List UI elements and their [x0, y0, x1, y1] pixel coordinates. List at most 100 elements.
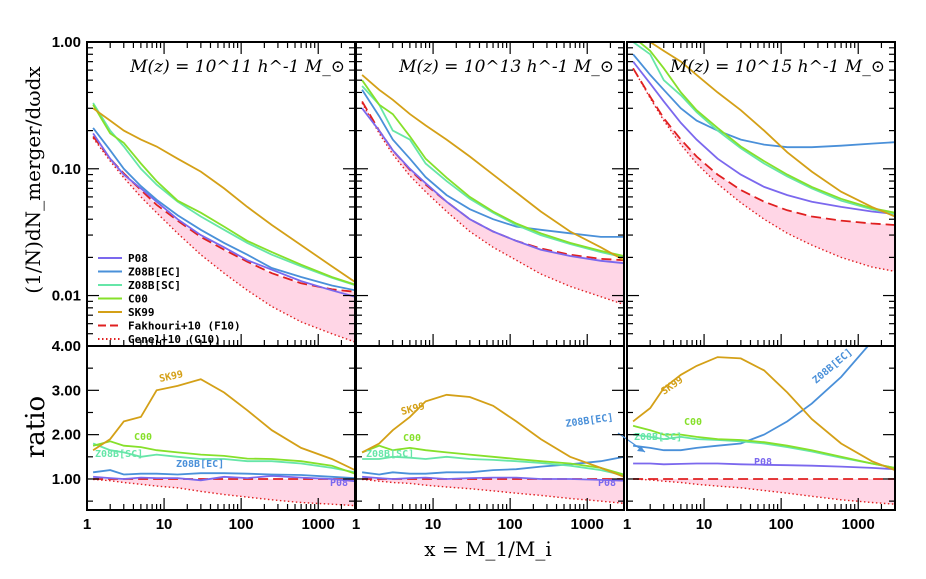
top-frame: [355, 41, 625, 347]
top-y-tick-label: 0.01: [52, 288, 81, 305]
ratio-y-tick-label: 4.00: [52, 338, 81, 355]
ticks: [86, 41, 356, 510]
curve-label-z08bsc: Z08B[SC]: [366, 449, 414, 460]
panel-1: M(z) = 10^11 h^-1 M_⊙SK99C00Z08B[SC]Z08B…: [52, 34, 356, 533]
x-tick-label: 1: [352, 516, 360, 533]
panels-group: M(z) = 10^11 h^-1 M_⊙SK99C00Z08B[SC]Z08B…: [52, 34, 896, 533]
ratio-line-Z08BSC: [362, 455, 624, 477]
curve-label-sk99: SK99: [158, 369, 184, 385]
ratio-shaded-region: [362, 479, 624, 504]
line-P08: [632, 61, 895, 215]
curve-label-sk99: SK99: [659, 375, 685, 398]
ratio-frame: [355, 345, 625, 511]
ratio-shaded-region: [93, 479, 355, 506]
line-Z08BSC: [92, 102, 355, 286]
line-P08: [361, 107, 624, 265]
line-Z08BSC: [361, 85, 624, 259]
curve-label-p08: P08: [598, 478, 616, 489]
bottom-y-axis-title: ratio: [21, 396, 51, 458]
x-tick-label: 10: [156, 516, 173, 533]
line-C00: [637, 42, 895, 214]
ratio-y-tick-label: 1.00: [52, 471, 81, 488]
shaded-region: [93, 136, 355, 342]
x-tick-label: 1: [623, 516, 631, 533]
line-SK99: [648, 42, 895, 218]
curve-label-p08: P08: [330, 478, 348, 489]
x-tick-label: 1000: [842, 516, 875, 533]
legend-label: P08: [128, 252, 148, 265]
panel-title: M(z) = 10^15 h^-1 M_⊙: [669, 57, 885, 77]
line-Z08BEC: [361, 89, 624, 238]
ratio-line-C00: [632, 424, 895, 469]
x-tick-label: 1000: [571, 516, 604, 533]
legend-label: Z08B[SC]: [128, 279, 181, 292]
top-y-tick-label: 1.00: [52, 34, 81, 51]
x-tick-label: 100: [229, 516, 254, 533]
x-axis-title: x = M_1/M_i: [424, 537, 552, 561]
curve-label-z08bsc: Z08B[SC]: [634, 432, 682, 443]
ratio-y-tick-label: 2.00: [52, 427, 81, 444]
shaded-region: [362, 101, 624, 305]
ratio-line-G10: [362, 478, 624, 505]
ratio-plot-area: [632, 346, 895, 505]
ratio-line-P08: [633, 462, 895, 471]
ratio-line-G10: [93, 478, 355, 507]
curve-label-c00: C00: [684, 417, 702, 428]
ratio-line-C00: [361, 444, 624, 476]
x-tick-label: 100: [769, 516, 794, 533]
ratio-line-C00: [92, 440, 355, 475]
top-y-axis-title: (1/N)dN_merger/dωdx: [21, 66, 45, 294]
ticks: [355, 41, 625, 510]
x-tick-label: 1: [83, 516, 91, 533]
curve-label-z08bec: Z08B[EC]: [176, 459, 224, 470]
ratio-plot-area: [361, 393, 624, 505]
ratio-shaded-region: [633, 479, 895, 505]
line-C00: [92, 104, 355, 286]
curve-label-z08bec: Z08B[EC]: [565, 412, 614, 430]
ratio-line-SK99: [632, 356, 895, 471]
ratio-plot-area: [92, 378, 355, 507]
ratio-frame: [626, 345, 896, 511]
shaded-region: [633, 68, 895, 272]
line-Z08BEC: [632, 53, 895, 149]
legend-label: SK99: [128, 306, 155, 319]
legend-label: Fakhouri+10 (F10): [128, 320, 241, 333]
legend-label: Z08B[EC]: [128, 266, 181, 279]
panel-title: M(z) = 10^11 h^-1 M_⊙: [129, 57, 345, 77]
line-SK99: [361, 74, 624, 261]
line-Z08BEC: [92, 127, 355, 292]
ratio-y-tick-label: 3.00: [52, 382, 81, 399]
curve-label-z08bsc: Z08B[SC]: [95, 449, 143, 460]
ratio-line-Z08BEC: [632, 346, 870, 452]
line-F10: [632, 67, 895, 226]
top-plot-area: [92, 102, 355, 343]
top-plot-area: [632, 42, 895, 273]
ratio-line-SK99: [92, 378, 355, 471]
line-SK99: [92, 107, 355, 283]
ticks: [626, 41, 896, 510]
top-plot-area: [361, 74, 624, 306]
line-G10: [632, 67, 895, 273]
curve-label-p08: P08: [754, 457, 772, 468]
curve-label-c00: C00: [403, 433, 421, 444]
label-arrowhead: [637, 446, 645, 452]
line-P08: [92, 132, 355, 298]
ratio-line-Z08BSC: [92, 442, 355, 474]
x-tick-label: 100: [498, 516, 523, 533]
legend-label: C00: [128, 293, 148, 306]
curve-label-sk99: SK99: [400, 401, 426, 418]
line-C00: [361, 79, 624, 257]
curve-label-c00: C00: [134, 432, 152, 443]
line-G10: [92, 137, 355, 343]
x-tick-label: 10: [425, 516, 442, 533]
ratio-line-Z08BEC: [92, 469, 355, 479]
panel-2: M(z) = 10^13 h^-1 M_⊙ SK99 C00 Z08B[SC] Z08B…: [352, 41, 646, 533]
x-tick-label: 1000: [302, 516, 335, 533]
ratio-line-P08: [362, 475, 624, 482]
line-Z08BSC: [632, 42, 895, 215]
ratio-line-P08: [93, 474, 355, 483]
top-frame: [626, 41, 896, 347]
ratio-line-SK99: [361, 393, 624, 478]
